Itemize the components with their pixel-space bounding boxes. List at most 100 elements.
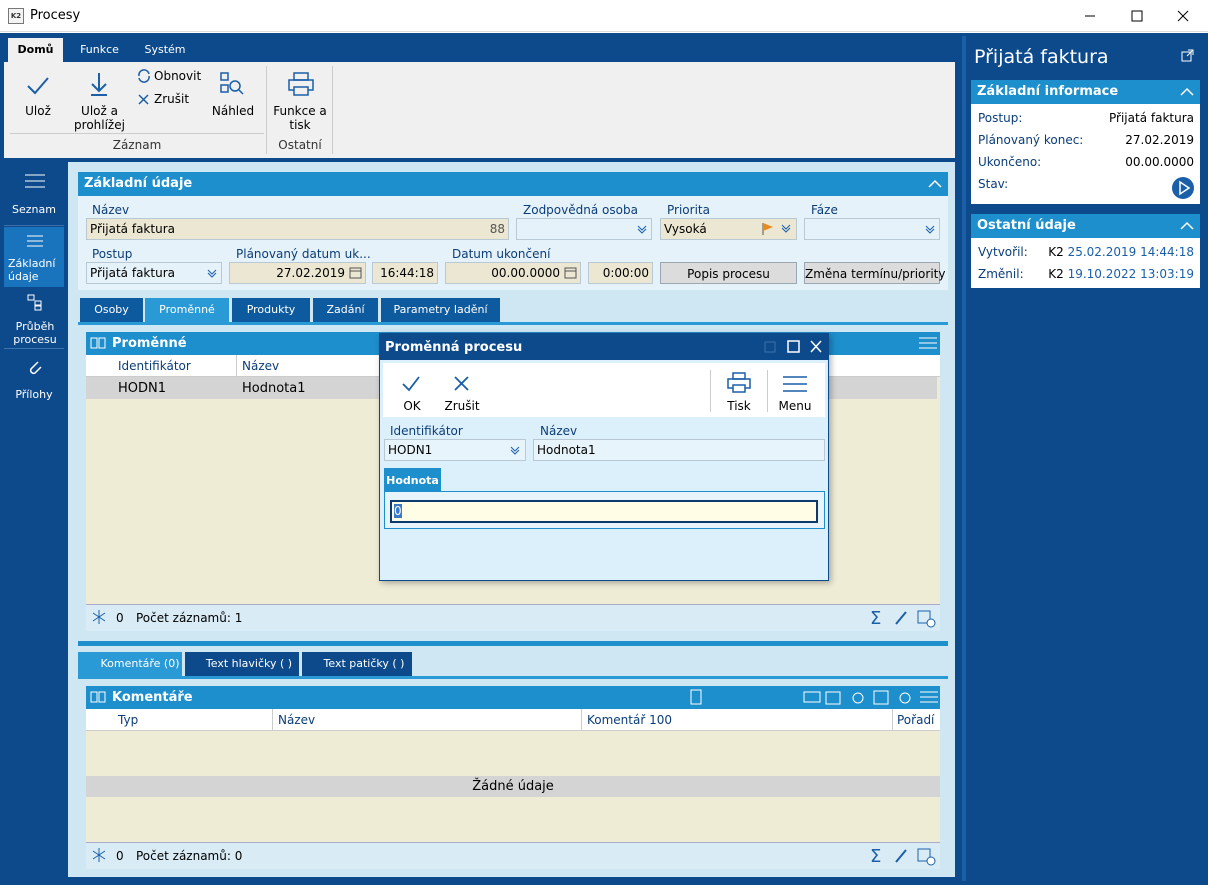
field-label: Název <box>92 203 130 217</box>
dialog-button[interactable]: Tisk <box>727 399 751 413</box>
window-controls[interactable] <box>1080 6 1200 26</box>
tab-active[interactable]: Komentáře (0) <box>78 652 182 676</box>
sidebar-item[interactable]: Seznam <box>4 162 64 226</box>
column-label: Identifikátor <box>118 359 191 373</box>
field-label: Zodpovědná osoba <box>523 203 638 217</box>
save-browse-icon <box>91 73 107 96</box>
user: K2 <box>1048 245 1064 259</box>
panel-toolbar[interactable] <box>688 688 940 708</box>
name-field[interactable]: Hodnota1 <box>533 439 825 461</box>
dialog-controls[interactable] <box>760 337 826 357</box>
field-value: Hodnota1 <box>537 443 596 457</box>
identifier-field[interactable]: HODN1 <box>384 439 526 461</box>
info-label: Stav: <box>978 177 1009 191</box>
column-label: Název <box>278 713 316 727</box>
dialog-tab[interactable]: Hodnota <box>384 468 441 492</box>
button[interactable]: Změna termínu/priority <box>804 262 945 284</box>
preview-button[interactable]: Náhled <box>211 104 255 118</box>
ribbon-group-label: Ostatní <box>278 138 322 152</box>
field-label: Plánovaný datum uk... <box>236 247 371 261</box>
field-label: Postup <box>92 247 133 261</box>
end-date-field[interactable]: 00.00.0000 <box>445 262 581 284</box>
tab[interactable]: Zadání <box>313 298 378 322</box>
group-separator <box>266 66 267 154</box>
window-title: Procesy <box>30 8 81 23</box>
cancel-button[interactable]: Zrušit <box>154 92 190 106</box>
save-button[interactable]: Ulož <box>25 104 51 118</box>
footer-tools[interactable]: Σ <box>866 607 940 629</box>
tab[interactable]: Parametry ladění <box>381 298 500 322</box>
group-separator <box>332 66 333 154</box>
value-input[interactable]: 0 <box>390 500 818 523</box>
dialog-button[interactable]: OK <box>403 399 421 413</box>
popout-icon[interactable] <box>1180 48 1196 64</box>
toolbar-separator <box>710 370 711 412</box>
ribbon-tab[interactable]: Systém <box>144 43 186 56</box>
save-browse-button[interactable]: Ulož a prohlížej <box>74 104 125 132</box>
ribbon-tab[interactable]: Funkce <box>80 43 119 56</box>
dropdown-icon <box>925 225 935 234</box>
name-field[interactable]: Přijatá faktura 88 <box>86 218 509 240</box>
field-value: Vysoká <box>664 222 707 236</box>
section-header: Ostatní údaje <box>971 214 1200 238</box>
info-value: K2 19.10.2022 13:03:19 <box>1048 267 1194 281</box>
filter-icon <box>92 610 106 624</box>
sidebar-item-active[interactable]: Základní údaje <box>4 227 64 287</box>
button[interactable]: Popis procesu <box>660 262 797 284</box>
end-time-field[interactable]: 0:00:00 <box>588 262 653 284</box>
tab[interactable]: Osoby <box>80 298 143 322</box>
book-icon <box>90 337 106 349</box>
collapse-icon[interactable] <box>926 176 944 192</box>
dialog-button[interactable]: Menu <box>778 399 812 413</box>
toolbar-separator <box>767 370 768 412</box>
info-label: Ukončeno: <box>978 155 1042 169</box>
tab-rule <box>78 676 948 679</box>
info-label: Vytvořil: <box>978 245 1028 259</box>
tab[interactable]: Text hlavičky ( ) <box>185 652 299 676</box>
splitter[interactable] <box>78 641 948 646</box>
footer-text: Počet záznamů: 0 <box>136 849 243 863</box>
user: K2 <box>1048 267 1064 281</box>
play-button[interactable] <box>1171 176 1195 200</box>
menu-icon[interactable] <box>918 336 938 350</box>
save-icon <box>27 77 49 95</box>
field-label: Datum ukončení <box>452 247 551 261</box>
footer-tools[interactable]: Σ <box>866 845 940 867</box>
functions-button[interactable]: Funkce a tisk <box>273 104 327 132</box>
calendar-icon <box>349 267 362 279</box>
timestamp: 19.10.2022 13:03:19 <box>1067 267 1194 281</box>
refresh-button[interactable]: Obnovit <box>154 69 202 83</box>
info-value: 27.02.2019 <box>1125 133 1194 147</box>
procedure-field[interactable]: Přijatá faktura <box>86 262 222 284</box>
sidebar-item[interactable]: Průběh procesu <box>4 289 64 349</box>
panel-header: Komentáře <box>86 686 940 709</box>
collapse-icon[interactable] <box>1178 218 1196 234</box>
cancel-icon <box>454 376 469 391</box>
section-header: Základní informace <box>971 80 1200 104</box>
section-body <box>971 104 1200 204</box>
tab-active[interactable]: Proměnné <box>145 298 229 322</box>
dropdown-icon <box>637 225 647 234</box>
person-field[interactable] <box>516 218 652 240</box>
info-label: Plánovaný konec: <box>978 133 1084 147</box>
ribbon-tab[interactable]: Domů <box>8 38 63 62</box>
footer-text: Počet záznamů: 1 <box>136 611 243 625</box>
tab[interactable]: Text patičky ( ) <box>302 652 412 676</box>
field-label: Priorita <box>667 203 710 217</box>
info-value: K2 25.02.2019 14:44:18 <box>1048 245 1194 259</box>
group-rule <box>10 133 264 134</box>
grid-footer <box>86 604 940 631</box>
field-value: 0:00:00 <box>602 266 649 280</box>
panel-divider[interactable] <box>962 36 966 881</box>
menu-icon <box>783 376 807 392</box>
tab[interactable]: Produkty <box>232 298 310 322</box>
planned-time-field[interactable]: 16:44:18 <box>372 262 438 284</box>
info-value: Přijatá faktura <box>1109 111 1194 125</box>
field-label: Název <box>540 424 578 438</box>
collapse-icon[interactable] <box>1178 84 1196 100</box>
sidebar-item[interactable]: Přílohy <box>4 352 64 408</box>
dialog-button[interactable]: Zrušit <box>444 399 480 413</box>
phase-field[interactable] <box>804 218 940 240</box>
planned-date-field[interactable]: 27.02.2019 <box>229 262 366 284</box>
column-separator <box>892 709 893 731</box>
